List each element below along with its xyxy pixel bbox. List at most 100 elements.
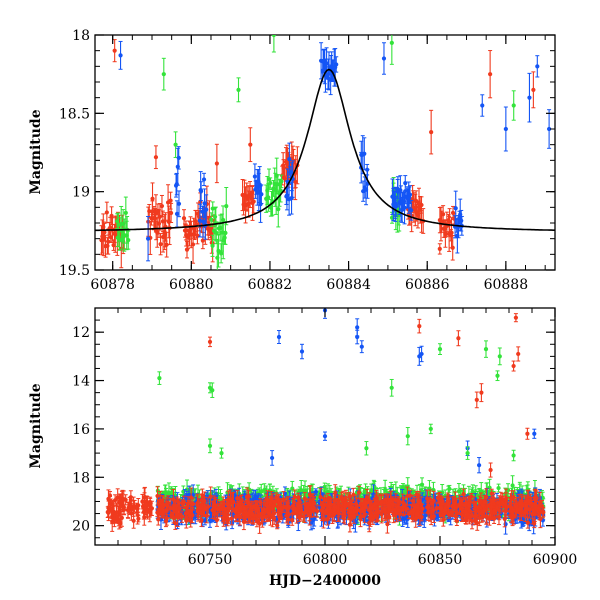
top-red-series-point	[251, 199, 256, 204]
top-blue-series-point	[118, 53, 123, 58]
top-red-series-point	[150, 196, 155, 201]
top-green-series-point	[222, 235, 227, 240]
bottom-red-series-point	[126, 505, 131, 510]
top-blue-series-point	[252, 174, 257, 179]
bottom-red-series-point	[132, 504, 137, 509]
bottom-red-series-point	[119, 515, 124, 521]
bottom-red-series-point	[114, 510, 119, 515]
top-panel-axes: 60878 60880 60882 60884 60886 60888 18 18.5 19 19…	[59, 28, 555, 293]
top-y-tick-label: 19	[72, 185, 90, 201]
top-green-series-point	[214, 230, 219, 235]
top-red-series-point	[441, 212, 446, 217]
bottom-red-series-point	[113, 498, 118, 503]
top-blue-series-point	[398, 188, 403, 193]
top-green-series-point	[219, 251, 224, 256]
top-blue-series-point	[535, 64, 540, 69]
top-blue-series-point	[176, 155, 181, 160]
top-blue-series-point	[459, 218, 464, 223]
top-green-series-point	[212, 214, 218, 219]
bottom-red-series-point	[142, 495, 147, 500]
top-green-series-point	[278, 188, 283, 193]
top-blue-series-point	[174, 211, 180, 217]
bottom-green-series-point	[496, 485, 501, 491]
top-red-series-point	[109, 213, 114, 218]
top-red-series-point	[164, 242, 169, 247]
top-x-tick-label: 60880	[169, 277, 214, 293]
bottom-green-series-point	[419, 482, 425, 487]
top-red-series-point	[112, 48, 117, 53]
top-red-series-point	[419, 202, 424, 208]
top-model-curve	[95, 68, 555, 232]
top-panel-zoom: 60878 60880 60882 60884 60886 60888 18 18.5 19 19…	[28, 28, 556, 293]
top-red-series-point	[449, 230, 454, 235]
bottom-red-series-point	[145, 508, 150, 513]
top-red-series-point	[157, 214, 163, 219]
top-red-series-point	[166, 219, 171, 225]
top-green-series-point	[271, 35, 276, 38]
bottom-red-series-point	[116, 520, 121, 525]
top-blue-series-point	[503, 126, 508, 132]
top-green-series-point	[218, 225, 223, 231]
bottom-green-series-point	[440, 490, 445, 495]
top-blue-series-point	[324, 61, 329, 66]
top-blue-series-point	[145, 236, 151, 241]
top-green-series-point	[236, 87, 241, 92]
bottom-red-series-point	[117, 498, 123, 504]
top-x-tick-label: 60888	[484, 277, 529, 293]
bottom-green-series-point	[322, 485, 327, 490]
top-green-series-point	[275, 182, 280, 187]
top-green-series-point	[389, 40, 394, 45]
top-green-series-point	[119, 238, 124, 243]
bottom-panel-data-points	[105, 308, 546, 535]
top-red-series-point	[102, 230, 107, 235]
top-blue-series-point	[197, 218, 203, 223]
top-panel-data-points	[95, 35, 555, 270]
top-green-series-point	[511, 103, 516, 108]
top-blue-series-point	[287, 156, 292, 162]
bottom-red-series-point	[108, 501, 113, 506]
top-red-series-point	[147, 209, 152, 214]
top-blue-series-point	[453, 206, 458, 211]
bottom-red-series-point	[136, 503, 141, 508]
bottom-green-series-point	[166, 490, 172, 495]
top-blue-series-point	[480, 103, 485, 108]
top-blue-series-point	[199, 189, 204, 194]
top-blue-series-point	[407, 192, 413, 197]
top-x-tick-label: 60886	[405, 277, 450, 293]
top-green-series-point	[209, 217, 214, 222]
top-red-series-point	[447, 219, 452, 224]
top-red-series-point	[429, 130, 434, 135]
top-green-series-point	[210, 243, 215, 248]
top-blue-series-point	[201, 177, 207, 182]
top-red-series-point	[488, 72, 493, 77]
top-blue-series-point	[204, 207, 209, 212]
top-green-series-point	[173, 142, 178, 147]
top-blue-series-point	[402, 205, 407, 210]
top-red-series-point	[214, 161, 219, 166]
bottom-red-series-point	[136, 516, 141, 521]
bottom-green-series-point	[510, 483, 515, 488]
top-green-series-point	[220, 217, 226, 222]
top-blue-series-point	[403, 180, 408, 186]
top-green-series-point	[268, 180, 273, 186]
top-red-series-point	[104, 210, 109, 215]
top-red-series-point	[282, 176, 287, 181]
top-green-series-point	[224, 204, 229, 209]
top-green-series-point	[161, 72, 166, 77]
top-red-series-point	[181, 216, 187, 221]
top-blue-series-point	[176, 201, 182, 206]
top-green-series-point	[279, 179, 284, 184]
top-red-series-point	[531, 87, 536, 92]
bottom-red-series-point	[105, 510, 110, 515]
top-red-series-point	[168, 198, 173, 203]
top-red-series-point	[111, 243, 116, 248]
top-panel-frame	[94, 34, 556, 271]
bottom-green-series-point	[184, 487, 190, 492]
top-blue-series-point	[259, 192, 264, 197]
top-blue-series-point	[334, 62, 339, 67]
top-red-series-point	[108, 235, 113, 240]
bottom-red-series-point	[112, 517, 117, 522]
top-red-series-point	[106, 239, 111, 244]
